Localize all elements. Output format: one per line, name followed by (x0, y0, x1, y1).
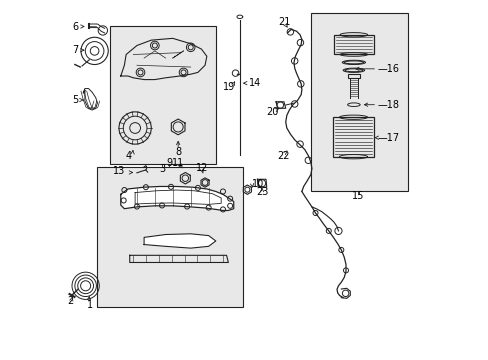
Text: 3: 3 (159, 163, 165, 174)
Text: 6: 6 (73, 22, 79, 32)
Text: 7: 7 (72, 45, 79, 55)
Text: —16: —16 (377, 64, 399, 74)
Text: 13: 13 (113, 166, 125, 176)
Text: —17: —17 (377, 133, 399, 143)
Text: 8: 8 (175, 147, 181, 157)
Text: 22: 22 (276, 150, 289, 161)
Text: 4: 4 (126, 151, 132, 161)
Bar (347, 74, 359, 78)
Text: 11: 11 (172, 158, 184, 168)
Polygon shape (121, 186, 233, 211)
Text: 15: 15 (352, 191, 364, 201)
Text: 14: 14 (249, 78, 261, 88)
Bar (97, 167, 242, 307)
Text: 23: 23 (255, 187, 268, 197)
Bar (333, 35, 373, 54)
Text: 10: 10 (252, 179, 264, 189)
Text: 1: 1 (86, 300, 92, 310)
Text: 21: 21 (277, 17, 289, 27)
Text: 20: 20 (266, 107, 278, 117)
Bar (333, 117, 373, 157)
Text: 12: 12 (196, 163, 208, 173)
Text: —18: —18 (377, 100, 399, 110)
Bar (310, 13, 407, 191)
Polygon shape (144, 234, 215, 248)
Text: 9: 9 (166, 158, 172, 168)
Text: 19: 19 (223, 82, 235, 93)
Text: 5: 5 (72, 95, 79, 105)
Bar (110, 26, 215, 164)
Text: 2: 2 (67, 296, 74, 306)
